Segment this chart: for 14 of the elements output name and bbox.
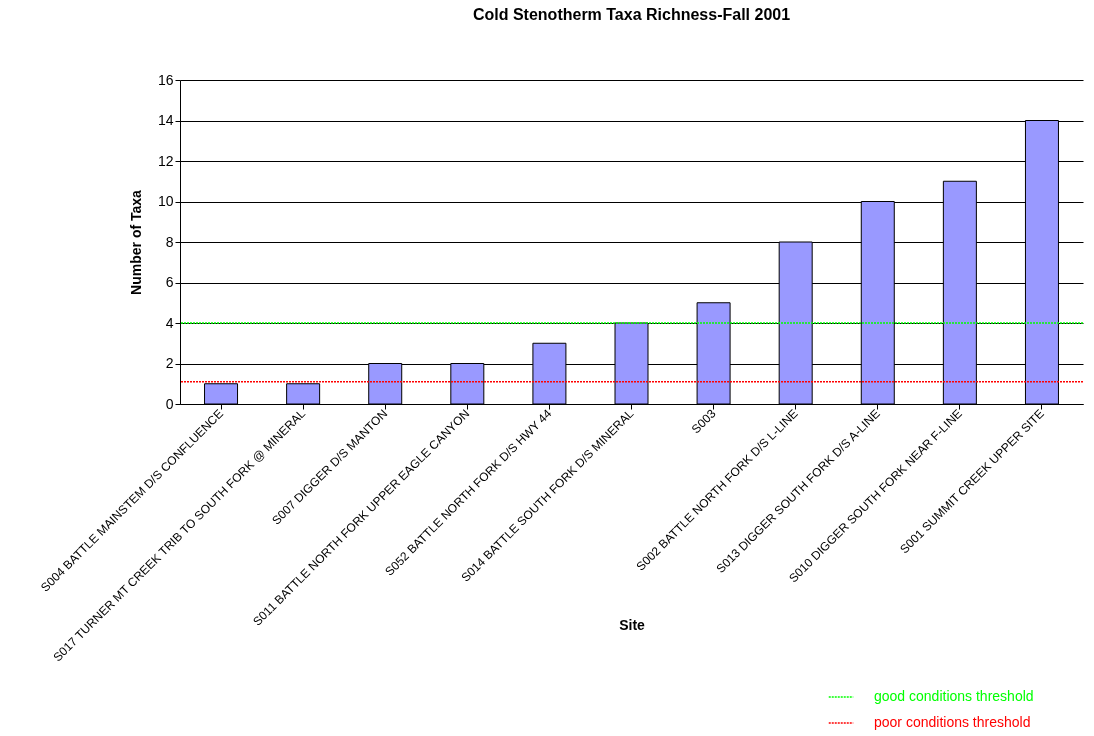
y-tick-label: 10 [157, 193, 174, 209]
x-axis-title: Site [619, 616, 646, 633]
y-tick-label: 8 [165, 233, 174, 250]
legend-label: good conditions threshold [874, 688, 1034, 704]
chart-title: Cold Stenotherm Taxa Richness-Fall 2001 [472, 6, 791, 23]
y-tick-label: 2 [165, 355, 174, 371]
y-axis-title: Number of Taxa [127, 189, 144, 295]
y-tick-label: 6 [165, 274, 174, 290]
y-tick-label: 14 [157, 112, 174, 128]
legend-label: poor conditions threshold [874, 714, 1031, 730]
y-tick-label: 12 [157, 152, 174, 169]
y-tick-label: 0 [165, 395, 174, 412]
y-tick-label: 16 [157, 71, 174, 88]
y-tick-label: 4 [165, 314, 174, 331]
